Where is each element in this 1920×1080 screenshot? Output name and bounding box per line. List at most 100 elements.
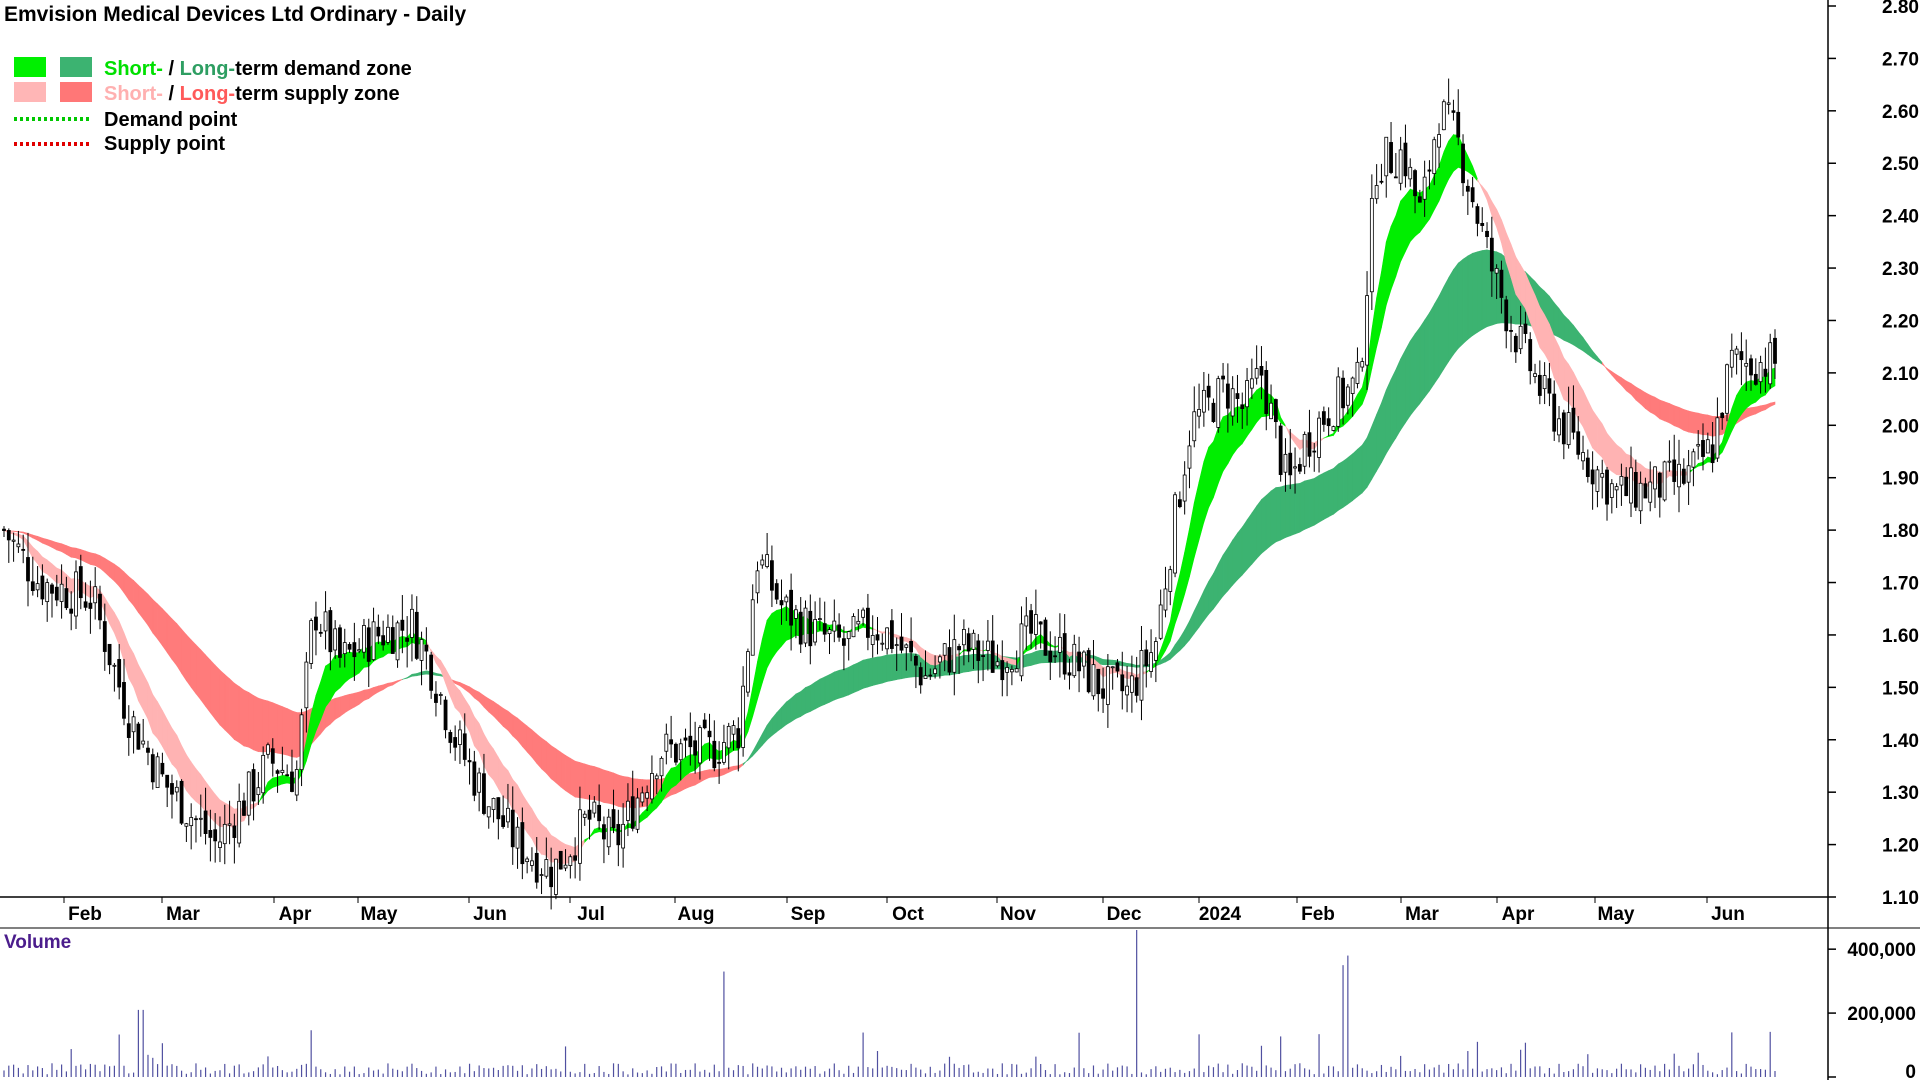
candle xyxy=(606,808,611,856)
candle-body xyxy=(563,864,568,869)
candle xyxy=(1773,329,1777,379)
candle-body xyxy=(443,699,448,731)
candle-body xyxy=(126,723,131,738)
candle-body xyxy=(290,771,294,792)
candle xyxy=(194,815,198,843)
candle-body xyxy=(45,582,50,603)
price-tick-label: 1.40 xyxy=(1882,731,1919,752)
long-term-zone-band xyxy=(1645,392,1651,413)
candle-body xyxy=(1672,459,1677,482)
candle xyxy=(534,837,539,889)
candle xyxy=(35,566,40,598)
long-term-zone-band xyxy=(502,707,509,731)
short-term-zone-band xyxy=(536,816,542,856)
long-term-zone-band xyxy=(762,724,768,747)
candle-body xyxy=(6,530,11,541)
long-term-zone-band xyxy=(469,686,475,699)
candle-body xyxy=(789,589,794,626)
short-term-zone-band xyxy=(1477,178,1483,190)
candle xyxy=(1365,271,1369,391)
candle-body xyxy=(1653,466,1657,490)
short-term-zone-band xyxy=(512,778,518,815)
candle xyxy=(54,574,59,607)
candle-body xyxy=(78,566,83,599)
candle xyxy=(1273,398,1278,439)
candle xyxy=(1235,374,1240,423)
candle xyxy=(515,817,520,869)
candle-body xyxy=(1331,426,1336,431)
candle-body xyxy=(1043,619,1048,656)
candle xyxy=(602,816,606,864)
candle xyxy=(1101,667,1105,713)
candle xyxy=(1461,134,1465,197)
candle xyxy=(544,837,549,879)
candle xyxy=(678,738,683,781)
long-term-zone-band xyxy=(1481,249,1488,330)
candle xyxy=(1230,376,1235,426)
candle-body xyxy=(314,616,318,631)
long-term-zone-band xyxy=(776,706,782,733)
long-term-zone-band xyxy=(104,557,110,578)
candle xyxy=(818,597,822,631)
month-tick-label: Apr xyxy=(279,904,312,925)
candle xyxy=(1753,358,1758,386)
short-term-zone-band xyxy=(1174,573,1181,625)
long-term-zone-band xyxy=(224,673,230,736)
long-term-zone-band xyxy=(368,686,374,700)
candle-body xyxy=(1432,139,1437,174)
candle xyxy=(664,723,669,765)
long-term-zone-band xyxy=(1587,343,1593,359)
candle xyxy=(453,725,458,761)
candle-body xyxy=(981,655,985,657)
long-term-zone-band xyxy=(1328,468,1334,518)
long-term-zone-band xyxy=(1179,629,1185,652)
candle-body xyxy=(1057,636,1062,653)
candle xyxy=(1571,385,1576,440)
short-term-zone-band xyxy=(546,827,552,864)
long-term-zone-band xyxy=(1213,563,1219,610)
short-term-zone-band xyxy=(469,706,475,746)
long-term-zone-band xyxy=(1102,659,1109,666)
candle-body xyxy=(122,682,126,719)
candle-body xyxy=(1273,399,1278,423)
long-term-zone-band xyxy=(1688,410,1694,434)
long-term-zone-band xyxy=(1558,307,1565,341)
candle xyxy=(1657,471,1662,518)
candle-body xyxy=(352,642,357,658)
short-term-zone-band xyxy=(1400,194,1406,262)
candle xyxy=(1048,631,1053,681)
short-term-zone-band xyxy=(1011,658,1017,666)
candle-body xyxy=(947,647,952,673)
candle xyxy=(1595,465,1600,508)
candle-body xyxy=(1456,111,1461,138)
candle xyxy=(894,637,899,671)
candle xyxy=(1225,363,1230,433)
candle-body xyxy=(1389,142,1393,173)
short-term-zone-band xyxy=(1237,406,1243,450)
short-term-zone-band xyxy=(877,630,883,635)
candle-body xyxy=(1101,688,1105,699)
candle xyxy=(294,760,299,802)
candle xyxy=(1033,589,1038,650)
short-term-zone-band xyxy=(272,776,278,788)
candle-body xyxy=(1504,299,1509,332)
candle xyxy=(141,718,146,748)
candle-body xyxy=(242,800,246,816)
candle-body xyxy=(1307,432,1312,457)
candle xyxy=(961,619,966,666)
short-term-zone-band xyxy=(488,741,494,781)
long-term-zone-band xyxy=(478,691,485,708)
candle-body xyxy=(477,772,482,793)
candle-body xyxy=(218,841,222,848)
candle-body xyxy=(88,602,93,609)
legend-supply-rest: term supply zone xyxy=(235,83,399,105)
short-term-zone-band xyxy=(13,532,19,537)
candle-body xyxy=(1206,385,1211,398)
candle xyxy=(410,594,414,662)
legend-supply-point-label: Supply point xyxy=(104,133,225,155)
volume-tick-label: 200,000 xyxy=(1847,1004,1916,1025)
short-term-zone-band xyxy=(344,651,350,684)
short-term-zone-band xyxy=(478,723,485,766)
short-term-zone-band xyxy=(435,655,442,671)
candle xyxy=(1681,458,1686,486)
